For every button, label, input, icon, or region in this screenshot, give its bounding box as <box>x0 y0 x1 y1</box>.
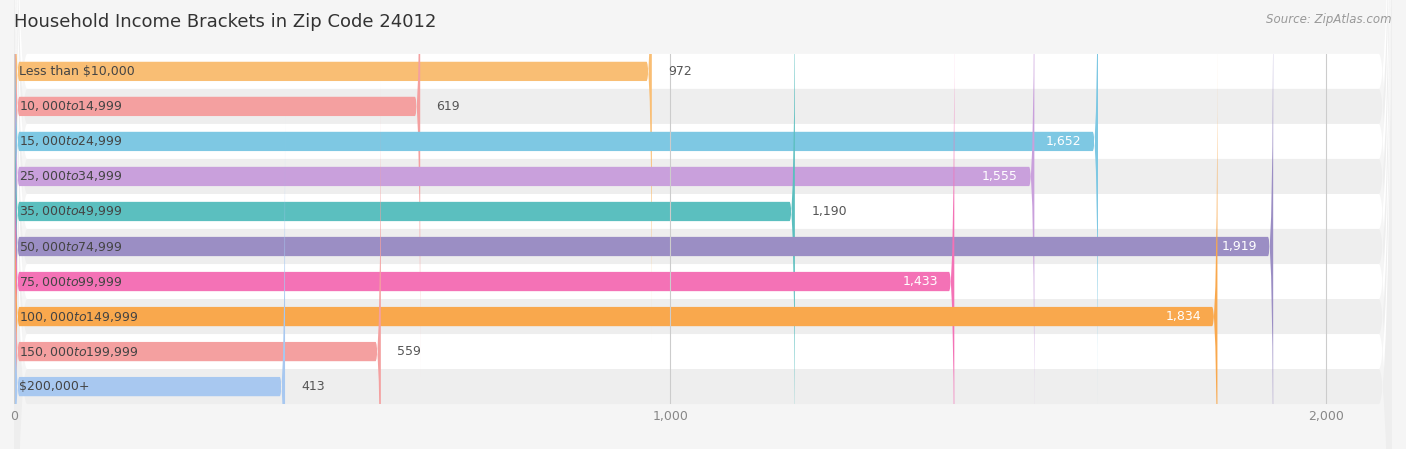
Text: 1,834: 1,834 <box>1166 310 1201 323</box>
Text: $10,000 to $14,999: $10,000 to $14,999 <box>20 99 122 114</box>
FancyBboxPatch shape <box>14 0 1392 449</box>
Text: $150,000 to $199,999: $150,000 to $199,999 <box>20 344 139 359</box>
FancyBboxPatch shape <box>14 0 1392 449</box>
Text: 1,652: 1,652 <box>1046 135 1081 148</box>
FancyBboxPatch shape <box>14 0 1392 449</box>
Text: 1,555: 1,555 <box>981 170 1018 183</box>
Text: 1,919: 1,919 <box>1222 240 1257 253</box>
Text: 559: 559 <box>398 345 422 358</box>
FancyBboxPatch shape <box>14 81 381 449</box>
FancyBboxPatch shape <box>14 0 420 377</box>
Text: 1,190: 1,190 <box>811 205 846 218</box>
FancyBboxPatch shape <box>14 0 1392 449</box>
FancyBboxPatch shape <box>14 116 285 449</box>
Text: $50,000 to $74,999: $50,000 to $74,999 <box>20 239 122 254</box>
FancyBboxPatch shape <box>14 0 1274 449</box>
FancyBboxPatch shape <box>14 0 794 449</box>
FancyBboxPatch shape <box>14 0 1392 449</box>
Text: $15,000 to $24,999: $15,000 to $24,999 <box>20 134 122 149</box>
Text: 619: 619 <box>437 100 460 113</box>
FancyBboxPatch shape <box>14 0 1392 449</box>
FancyBboxPatch shape <box>14 0 1035 447</box>
FancyBboxPatch shape <box>14 0 1098 412</box>
FancyBboxPatch shape <box>14 0 1392 449</box>
Text: Household Income Brackets in Zip Code 24012: Household Income Brackets in Zip Code 24… <box>14 13 436 31</box>
FancyBboxPatch shape <box>14 46 1218 449</box>
Text: 972: 972 <box>668 65 692 78</box>
Text: 1,433: 1,433 <box>903 275 938 288</box>
Text: $75,000 to $99,999: $75,000 to $99,999 <box>20 274 122 289</box>
FancyBboxPatch shape <box>14 11 955 449</box>
Text: $100,000 to $149,999: $100,000 to $149,999 <box>20 309 139 324</box>
Text: Source: ZipAtlas.com: Source: ZipAtlas.com <box>1267 13 1392 26</box>
Text: $25,000 to $34,999: $25,000 to $34,999 <box>20 169 122 184</box>
Text: Less than $10,000: Less than $10,000 <box>20 65 135 78</box>
FancyBboxPatch shape <box>14 0 1392 449</box>
Text: $35,000 to $49,999: $35,000 to $49,999 <box>20 204 122 219</box>
FancyBboxPatch shape <box>14 0 1392 449</box>
Text: 413: 413 <box>301 380 325 393</box>
FancyBboxPatch shape <box>14 0 652 342</box>
FancyBboxPatch shape <box>14 0 1392 449</box>
Text: $200,000+: $200,000+ <box>20 380 90 393</box>
